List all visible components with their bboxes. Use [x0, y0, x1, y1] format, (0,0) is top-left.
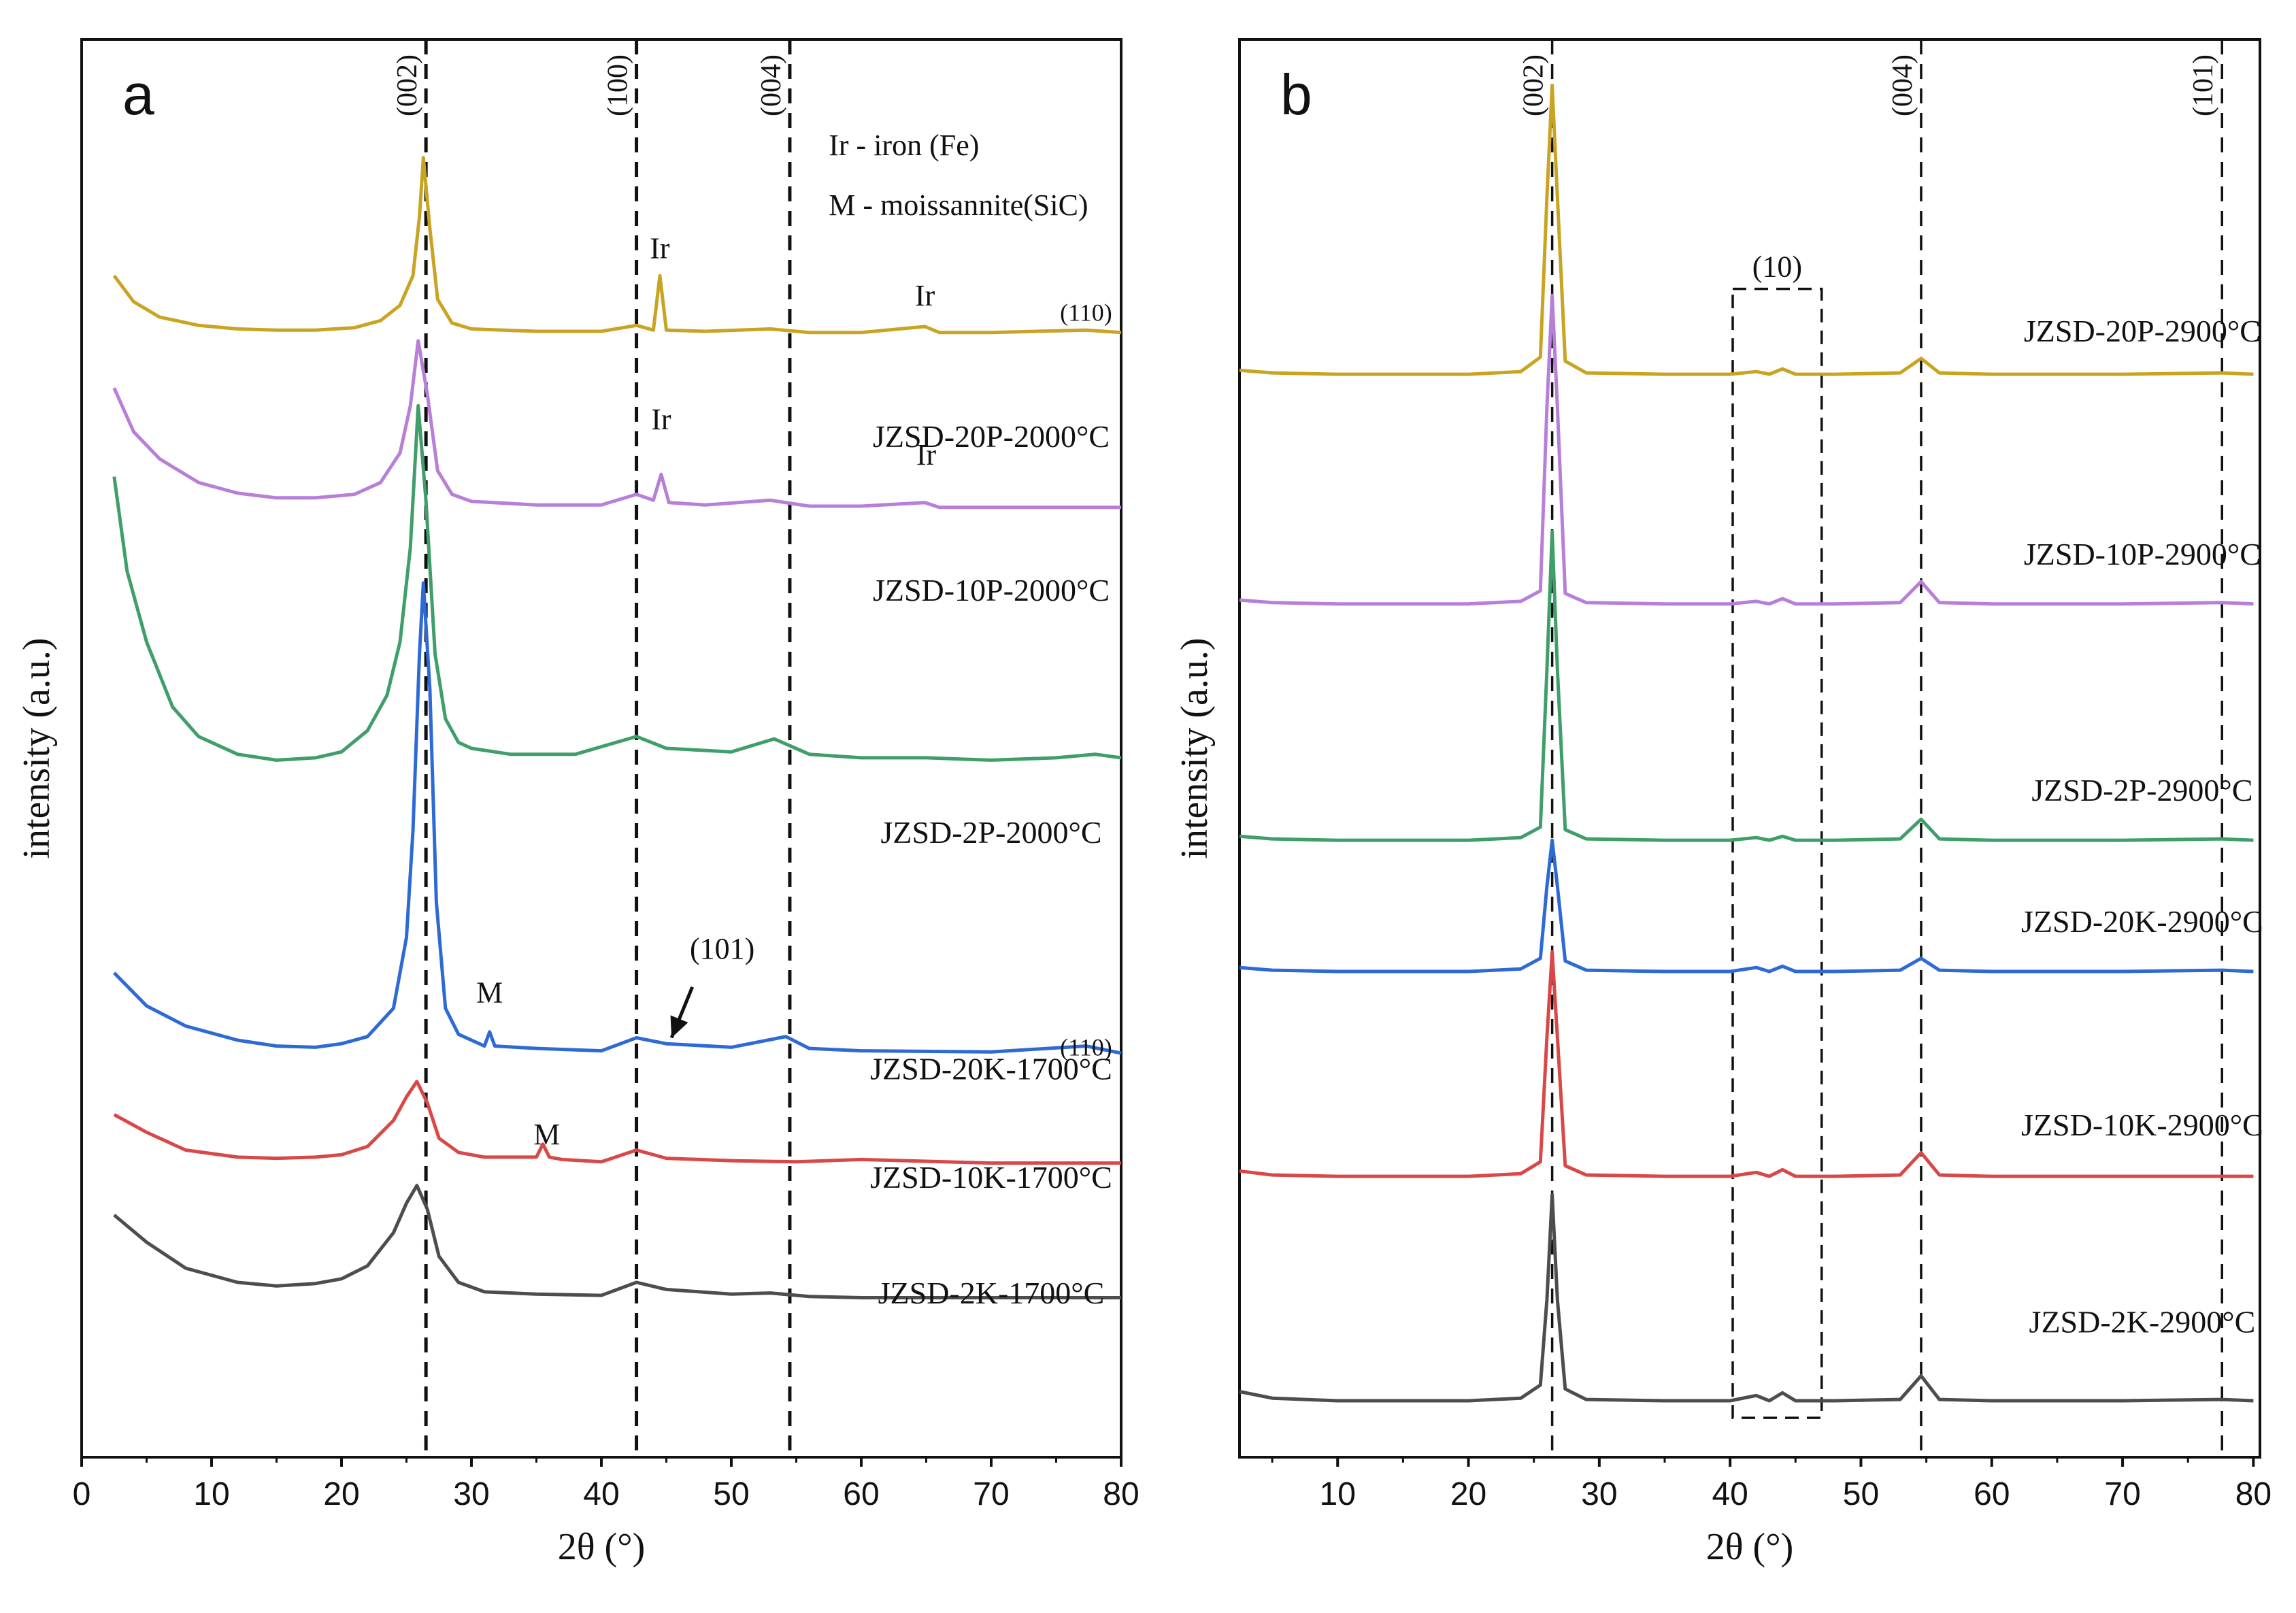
x-tick-label: 80 — [2235, 1476, 2272, 1512]
reference-line-label: (002) — [392, 54, 423, 116]
x-tick-label: 50 — [713, 1476, 749, 1512]
peak-annotation: M — [533, 1118, 560, 1151]
x-tick-label: 70 — [973, 1476, 1009, 1512]
x-tick-label: 30 — [453, 1476, 489, 1512]
peak-annotation: Ir — [916, 438, 937, 471]
series-label: JZSD-10P-2000°C — [873, 573, 1110, 608]
series-line-jzsd-2k-2900-c — [1239, 1193, 2254, 1403]
reference-line-label: (004) — [756, 54, 787, 116]
series-label: JZSD-2K-2900°C — [2029, 1305, 2256, 1340]
series-line-jzsd-10k-1700-c — [113, 1080, 1121, 1165]
peak-annotation: (110) — [1060, 299, 1112, 326]
legend-entry: M - moissannite(SiC) — [829, 188, 1088, 222]
x-tick-label: 0 — [73, 1476, 91, 1512]
x-tick-label: 30 — [1581, 1476, 1617, 1512]
series-line-jzsd-2p-2900-c — [1239, 530, 2254, 842]
x-tick-label: 80 — [1103, 1476, 1139, 1512]
x-tick-label: 10 — [193, 1476, 229, 1512]
series-line-jzsd-2k-1700-c — [113, 1184, 1121, 1299]
reference-line-label: (002) — [1518, 54, 1550, 116]
series-label: JZSD-20P-2900°C — [2024, 314, 2261, 348]
series-line-jzsd-20k-2900-c — [1239, 838, 2254, 974]
reference-line-label: (101) — [2188, 54, 2219, 116]
series-line-jzsd-10k-2900-c — [1239, 950, 2254, 1178]
series-label: JZSD-20K-1700°C — [870, 1051, 1112, 1086]
peak-annotation: M — [476, 976, 503, 1009]
x-tick-label: 20 — [323, 1476, 359, 1512]
x-axis-title: 2θ (°) — [558, 1526, 646, 1568]
series-line-jzsd-10p-2900-c — [1239, 293, 2254, 606]
x-tick-label: 20 — [1450, 1476, 1486, 1512]
series-line-jzsd-20k-1700-c — [113, 581, 1122, 1055]
peak-annotation: Ir — [915, 279, 935, 312]
x-tick-label: 70 — [2104, 1476, 2140, 1512]
x-tick-label: 10 — [1320, 1476, 1356, 1512]
series-line-jzsd-2p-2000-c — [112, 403, 1122, 762]
series-label: JZSD-20K-2900°C — [2021, 904, 2263, 939]
y-axis-title: intensity (a.u.) — [1174, 637, 1216, 859]
series-label: JZSD-2P-2900°C — [2031, 773, 2252, 808]
peak-annotation: (101) — [690, 932, 754, 965]
panel-letter: a — [122, 63, 154, 127]
x-tick-label: 40 — [1712, 1476, 1748, 1512]
peak-annotation: Ir — [651, 403, 671, 436]
x-axis-title: 2θ (°) — [1706, 1526, 1794, 1568]
y-axis-title: intensity (a.u.) — [16, 637, 58, 859]
plot-frame — [1238, 38, 2261, 1459]
series-line-jzsd-10p-2000-c — [112, 339, 1121, 510]
x-tick-label: 50 — [1843, 1476, 1879, 1512]
peak-annotation: Ir — [650, 231, 670, 265]
annotation-arrow-head — [670, 1015, 688, 1038]
series-line-jzsd-20p-2900-c — [1239, 84, 2254, 376]
legend-entry: Ir - iron (Fe) — [829, 129, 979, 162]
x-tick-label: 60 — [1974, 1476, 2010, 1512]
series-label: JZSD-10K-2900°C — [2021, 1108, 2263, 1142]
reference-line-label: (004) — [1887, 54, 1918, 116]
panel-a: (002) (100) (004) JZSD-2K-1700°C JZSD-10K-17… — [16, 38, 1139, 1568]
series-label: JZSD-2K-1700°C — [878, 1276, 1105, 1310]
panel-b: (002) (004) (101) (10) JZSD-2K-2900°C JZSD-10… — [1174, 38, 2272, 1568]
x-tick-label: 40 — [583, 1476, 619, 1512]
series-label: JZSD-10P-2900°C — [2024, 537, 2261, 571]
series-label: JZSD-10K-1700°C — [870, 1160, 1112, 1195]
highlight-box — [1731, 287, 1823, 1419]
x-tick-label: 60 — [843, 1476, 879, 1512]
series-label: JZSD-20P-2000°C — [873, 419, 1110, 454]
highlight-box-label: (10) — [1752, 250, 1802, 284]
reference-line-label: (100) — [603, 54, 634, 116]
series-line-jzsd-20p-2000-c — [112, 156, 1122, 335]
panel-letter: b — [1280, 63, 1312, 127]
peak-annotation: (110) — [1060, 1034, 1112, 1061]
series-label: JZSD-2P-2000°C — [880, 815, 1101, 850]
